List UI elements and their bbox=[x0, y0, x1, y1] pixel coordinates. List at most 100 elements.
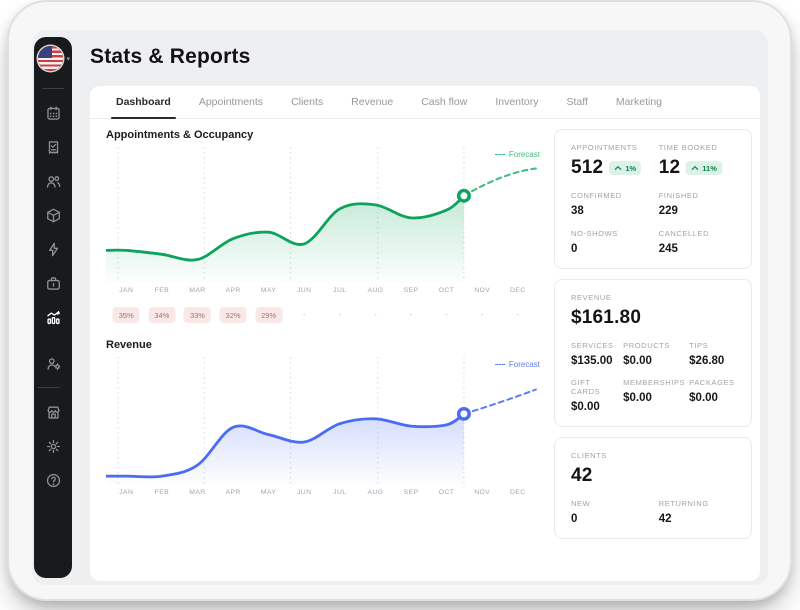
stat-packages: PACKAGES $0.00 bbox=[689, 378, 735, 413]
stat-value: $0.00 bbox=[689, 392, 718, 404]
tab-dashboard[interactable]: Dashboard bbox=[102, 86, 185, 119]
clients-icon bbox=[45, 173, 62, 190]
x-axis-months: JAN FEB MAR APR MAY JUN JUL AUG SEP OCT NOV DEC bbox=[106, 287, 542, 298]
sidebar: ▾ bbox=[34, 37, 72, 578]
chart-title: Appointments & Occupancy bbox=[106, 129, 254, 141]
tab-cash-flow[interactable]: Cash flow bbox=[421, 96, 468, 108]
month-label: MAR bbox=[189, 287, 206, 294]
month-label: JUN bbox=[297, 287, 312, 294]
month-label: JUL bbox=[333, 489, 347, 496]
sales-receipt-icon bbox=[45, 139, 62, 156]
month-label: JAN bbox=[119, 489, 134, 496]
dashed-line-icon bbox=[494, 364, 505, 365]
stat-value: $0.00 bbox=[623, 355, 652, 367]
stat-value: $0.00 bbox=[571, 401, 600, 413]
stat-no-shows: NO-SHOWS 0 bbox=[571, 229, 659, 255]
stat-value: 42 bbox=[658, 513, 672, 525]
inventory-icon bbox=[45, 207, 62, 224]
stat-value: 229 bbox=[658, 205, 678, 217]
month-label: NOV bbox=[474, 489, 491, 496]
month-label: FEB bbox=[154, 489, 170, 496]
sidebar-item-checkout[interactable] bbox=[38, 268, 68, 298]
appointments-chart-section: Appointments & Occupancy Forecast JAN FEB… bbox=[106, 129, 542, 324]
stat-label: PACKAGES bbox=[689, 378, 735, 387]
stat-label: FINISHED bbox=[658, 191, 699, 200]
stat-value: 12 bbox=[658, 157, 681, 178]
stat-label: MEMBERSHIPS bbox=[623, 378, 686, 387]
chevron-down-icon: ▾ bbox=[66, 56, 70, 63]
stat-appointments: APPOINTMENTS 512 1% bbox=[571, 143, 659, 179]
occupancy-empty: - bbox=[516, 310, 520, 319]
stat-returning: RETURNING 42 bbox=[659, 499, 735, 525]
occupancy-empty: - bbox=[302, 310, 306, 319]
calendar-icon bbox=[45, 105, 62, 122]
stat-label: CONFIRMED bbox=[571, 191, 622, 200]
revenue-chart: Forecast bbox=[106, 353, 542, 485]
occupancy-badge: 29% bbox=[255, 307, 283, 323]
sidebar-item-calendar[interactable] bbox=[38, 98, 68, 128]
sidebar-item-settings[interactable] bbox=[38, 431, 68, 461]
month-label: MAR bbox=[189, 489, 206, 496]
tab-bar: Dashboard Appointments Clients Revenue Cash … bbox=[90, 86, 760, 119]
tab-marketing[interactable]: Marketing bbox=[615, 96, 663, 108]
sidebar-divider bbox=[38, 387, 60, 388]
month-label: APR bbox=[225, 489, 241, 496]
occupancy-empty: - bbox=[374, 310, 377, 319]
stat-label: RETURNING bbox=[658, 499, 709, 508]
tab-clients[interactable]: Clients bbox=[291, 96, 324, 108]
stat-value: $26.80 bbox=[689, 355, 725, 367]
tab-revenue[interactable]: Revenue bbox=[351, 96, 394, 108]
revenue-stats-card: REVENUE $161.80 SERVICES $135.00 PRODUCTS $… bbox=[554, 279, 752, 427]
sidebar-item-inventory[interactable] bbox=[38, 200, 68, 230]
quick-actions-icon bbox=[45, 241, 62, 258]
stat-label: TIME BOOKED bbox=[658, 143, 718, 152]
stat-label: NO-SHOWS bbox=[571, 229, 618, 238]
clients-stats-card: CLIENTS 42 NEW 0 RETURNING 42 bbox=[554, 437, 752, 539]
sidebar-item-clients[interactable] bbox=[38, 166, 68, 196]
charts-column: Appointments & Occupancy Forecast JAN FEB… bbox=[106, 129, 542, 573]
tab-inventory[interactable]: Inventory bbox=[495, 96, 539, 108]
main-content: Stats & Reports Dashboard Appointments Cli… bbox=[74, 30, 768, 585]
stat-finished: FINISHED 229 bbox=[659, 191, 735, 217]
stat-memberships: MEMBERSHIPS $0.00 bbox=[623, 378, 685, 413]
month-label: JAN bbox=[119, 287, 134, 294]
forecast-legend: Forecast bbox=[494, 360, 540, 369]
occupancy-badge: 32% bbox=[219, 307, 247, 323]
appointments-stats-card: APPOINTMENTS 512 1% TIME BOOKED 12 11% CONFIR… bbox=[554, 129, 752, 269]
checkout-icon bbox=[45, 275, 62, 292]
page-title: Stats & Reports bbox=[90, 45, 251, 68]
stat-products: PRODUCTS $0.00 bbox=[623, 341, 685, 367]
clients-total: 42 bbox=[571, 465, 593, 486]
chevron-up-icon bbox=[691, 165, 699, 171]
stat-cancelled: CANCELLED 245 bbox=[659, 229, 735, 255]
appointments-chart: Forecast bbox=[106, 143, 542, 283]
occupancy-badge: 33% bbox=[183, 307, 211, 323]
month-label: OCT bbox=[438, 489, 455, 496]
delta-badge: 1% bbox=[609, 161, 642, 175]
sidebar-item-stats[interactable] bbox=[38, 302, 68, 332]
stat-value: 512 bbox=[571, 157, 604, 178]
sidebar-item-store[interactable] bbox=[38, 397, 68, 427]
sidebar-item-sales-receipt[interactable] bbox=[38, 132, 68, 162]
forecast-legend: Forecast bbox=[494, 150, 540, 159]
sidebar-item-quick-actions[interactable] bbox=[38, 234, 68, 264]
tab-staff[interactable]: Staff bbox=[566, 96, 588, 108]
stat-value: $0.00 bbox=[623, 392, 652, 404]
occupancy-badges-row: 35% 34% 33% 32% 29% - - - - - - - bbox=[106, 307, 542, 324]
staff-icon bbox=[45, 355, 62, 372]
account-avatar[interactable]: ▾ bbox=[38, 46, 70, 71]
dashed-line-icon bbox=[494, 154, 505, 155]
stat-value: 38 bbox=[571, 205, 584, 217]
sidebar-item-help[interactable] bbox=[38, 465, 68, 495]
revenue-total: $161.80 bbox=[571, 307, 642, 328]
month-label: JUL bbox=[333, 287, 347, 294]
store-icon bbox=[45, 404, 62, 421]
sidebar-item-staff[interactable] bbox=[38, 348, 68, 378]
tab-appointments[interactable]: Appointments bbox=[198, 96, 264, 108]
month-label: DEC bbox=[509, 287, 526, 294]
sidebar-divider bbox=[42, 88, 64, 89]
stats-icon bbox=[45, 309, 62, 326]
stat-label: TIPS bbox=[689, 341, 709, 350]
tablet-frame: ▾ Stats & Reports Dashboard Appointments C… bbox=[7, 0, 792, 601]
